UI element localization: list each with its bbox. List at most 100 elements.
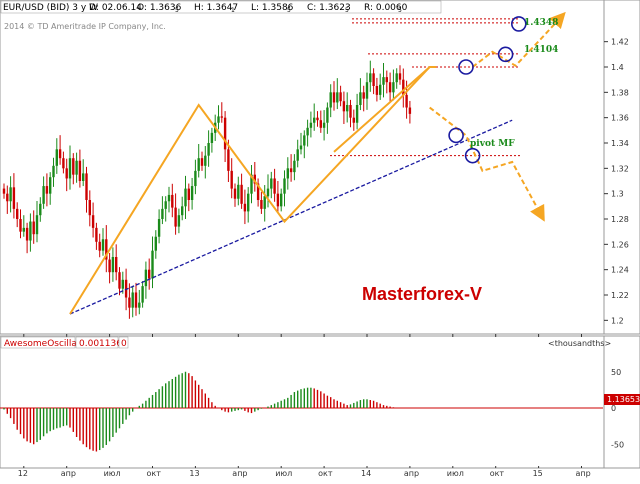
candle-body [217, 116, 220, 123]
candle-body [280, 193, 283, 207]
brand-label: Masterforex-V [362, 284, 482, 304]
candle-body [138, 302, 141, 308]
candles-group [2, 60, 412, 319]
candle-body [355, 105, 359, 123]
candle-body [398, 73, 402, 80]
candle-body [260, 200, 263, 209]
price-tick-label: 1.4 [611, 63, 624, 72]
pivot-circle [458, 59, 474, 75]
candle-body [210, 132, 214, 143]
candle-body [58, 149, 62, 159]
candle-body [134, 292, 138, 308]
price-tick-label: 1.26 [611, 240, 629, 249]
osc-units: <thousandths> [548, 339, 611, 348]
candle-body [296, 149, 299, 161]
candle-body [49, 177, 52, 194]
osc-tick-label: 0 [611, 404, 616, 413]
candle-body [253, 174, 256, 184]
candle-body [402, 79, 405, 95]
header-close-suffix: 5 [345, 7, 349, 14]
candle-body [204, 155, 207, 166]
header-low: L: 1.3586 [251, 3, 294, 13]
pivot-circle [510, 16, 527, 32]
time-ticks: 12 апр июл окт 13 апр июл окт 14 апр июл окт 15 апр [18, 334, 591, 478]
candle-body [95, 227, 98, 242]
candle-body [408, 107, 412, 114]
candle-body [91, 215, 95, 228]
price-axis-panel [603, 0, 640, 335]
candle-body [181, 206, 184, 216]
pivot-circle [448, 127, 464, 144]
candle-body [124, 279, 128, 298]
candle-body [154, 236, 157, 251]
candle-body [283, 178, 286, 194]
candle-body [332, 92, 336, 103]
candle-body [75, 160, 78, 175]
candle-body [240, 184, 243, 204]
price-tick-label: 1.32 [611, 164, 629, 173]
candle-body [286, 168, 289, 179]
candle-body [306, 127, 309, 136]
time-tick-label: июл [104, 469, 121, 478]
candle-body [2, 188, 6, 194]
time-tick-label: апр [576, 469, 591, 478]
candle-body [65, 168, 68, 179]
price-tick-label: 1.3 [611, 190, 624, 199]
main-panel [0, 0, 605, 335]
candle-body [121, 279, 124, 289]
candle-body [319, 120, 322, 128]
price-tick-label: 1.38 [611, 88, 629, 97]
candle-body [342, 101, 346, 112]
candle-body [42, 186, 45, 204]
oscillator-bars [0, 371, 603, 452]
candle-body [197, 158, 200, 171]
header-high: H: 1.3647 [194, 3, 238, 13]
candle-body [382, 77, 385, 85]
candle-body [316, 117, 319, 121]
candle-body [369, 73, 372, 83]
candle-body [336, 92, 339, 103]
level-1-label: 1.4348 [524, 18, 558, 28]
osc-tick-label: -50 [611, 440, 624, 449]
candle-body [115, 257, 118, 273]
candle-body [98, 241, 101, 251]
candle-body [309, 122, 313, 128]
candle-body [25, 227, 29, 241]
zigzag-line [69, 66, 437, 315]
candle-body [346, 105, 349, 112]
time-tick-label: 14 [361, 469, 371, 478]
candle-body [207, 143, 210, 156]
header-range-suffix: 5 [398, 7, 402, 14]
candle-body [111, 257, 115, 273]
osc-current-marker [604, 394, 640, 405]
candle-body [45, 186, 49, 194]
candle-body [250, 174, 253, 194]
price-tick-label: 1.2 [611, 316, 624, 325]
header-range: R: 0.0060 [364, 3, 408, 13]
candle-body [266, 188, 270, 197]
osc-name-box [0, 336, 76, 349]
candle-body [273, 178, 276, 194]
header-low-suffix: 5 [287, 7, 291, 14]
candle-body [101, 239, 105, 251]
time-tick-label: апр [404, 469, 419, 478]
candle-body [82, 173, 85, 181]
candle-body [227, 149, 230, 171]
candle-body [144, 269, 148, 287]
candle-body [187, 188, 190, 200]
candle-body [339, 92, 342, 102]
candle-body [329, 92, 332, 108]
candle-body [375, 86, 379, 95]
candle-body [276, 193, 280, 207]
candle-body [326, 107, 329, 123]
header-symbol: EUR/USD (BID) 3 y W [3, 3, 98, 13]
candle-body [52, 165, 55, 178]
candle-body [372, 73, 375, 86]
candle-body [157, 219, 161, 237]
pivot-circle [497, 46, 514, 63]
candle-body [32, 221, 35, 235]
candle-body [141, 286, 144, 303]
candle-body [256, 183, 260, 200]
price-tick-label: 1.36 [611, 114, 629, 123]
